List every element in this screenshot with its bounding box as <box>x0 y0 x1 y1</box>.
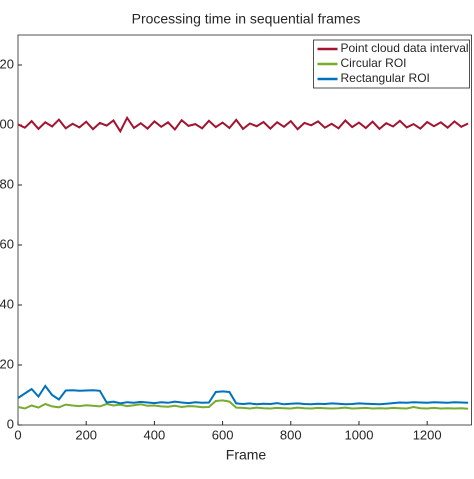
legend <box>313 39 470 89</box>
y-tick-label: 80 <box>0 176 14 191</box>
plot-area <box>17 34 472 426</box>
chart-title: Processing time in sequential frames <box>132 11 361 27</box>
series-line <box>17 399 469 410</box>
x-tick-label: 0 <box>14 427 21 442</box>
legend-label: Rectangular ROI <box>341 71 430 85</box>
y-tick-label: 20 <box>0 356 14 371</box>
x-tick-label: 200 <box>75 427 97 442</box>
x-tick-label: 1000 <box>345 427 374 442</box>
x-axis-label: Frame <box>226 447 267 463</box>
x-tick-label: 800 <box>280 427 302 442</box>
x-tick-label: 400 <box>144 427 166 442</box>
series-line <box>17 115 469 134</box>
y-tick-label: 120 <box>0 56 14 71</box>
series-line <box>17 384 469 406</box>
x-tick-label: 1200 <box>413 427 442 442</box>
legend-label: Circular ROI <box>341 56 407 70</box>
y-tick-label: 0 <box>7 416 14 431</box>
y-tick-label: 40 <box>0 296 14 311</box>
x-tick-label: 600 <box>212 427 234 442</box>
y-tick-label: 60 <box>0 236 14 251</box>
y-tick-label: 100 <box>0 116 14 131</box>
legend-label: Point cloud data interval <box>341 41 469 55</box>
